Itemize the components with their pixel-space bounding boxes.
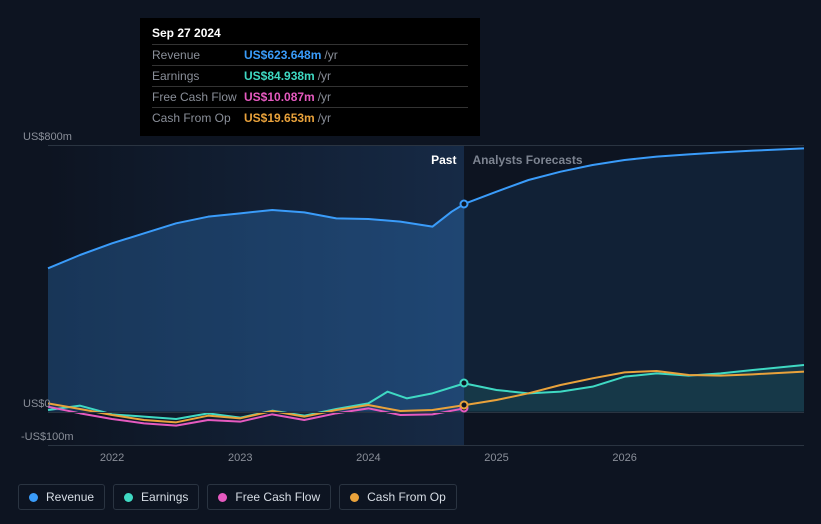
legend-item[interactable]: Cash From Op [339, 484, 457, 510]
legend-dot-icon [124, 493, 133, 502]
x-axis-label: 2023 [228, 452, 252, 464]
series-marker [460, 199, 469, 208]
series-marker [460, 379, 469, 388]
x-axis-label: 2022 [100, 452, 124, 464]
grid-line [48, 412, 804, 413]
tooltip-row: RevenueUS$623.648m/yr [152, 44, 468, 65]
tooltip-row: Free Cash FlowUS$10.087m/yr [152, 86, 468, 107]
x-axis: 2022 2023 2024 2025 2026 [18, 452, 804, 470]
tooltip-row-label: Cash From Op [152, 111, 244, 125]
legend-label: Earnings [141, 490, 188, 504]
tooltip-row-label: Earnings [152, 69, 244, 83]
y-axis-label: US$800m [23, 131, 72, 143]
y-axis-label: US$0 [23, 398, 51, 410]
legend-item[interactable]: Revenue [18, 484, 105, 510]
legend-item[interactable]: Free Cash Flow [207, 484, 331, 510]
tooltip-row-unit: /yr [324, 48, 337, 62]
tooltip-row: Cash From OpUS$19.653m/yr [152, 107, 468, 128]
grid-line [48, 445, 804, 446]
tooltip-row-label: Free Cash Flow [152, 90, 244, 104]
tooltip-row-label: Revenue [152, 48, 244, 62]
grid-line [48, 145, 804, 146]
y-axis-label: -US$100m [21, 431, 74, 443]
x-axis-label: 2025 [484, 452, 508, 464]
legend-label: Free Cash Flow [235, 490, 320, 504]
legend-label: Revenue [46, 490, 94, 504]
tooltip-row-value: US$19.653m [244, 111, 315, 125]
legend-dot-icon [29, 493, 38, 502]
tooltip-row-unit: /yr [318, 111, 331, 125]
tooltip-row-value: US$84.938m [244, 69, 315, 83]
legend-item[interactable]: Earnings [113, 484, 199, 510]
x-axis-label: 2024 [356, 452, 380, 464]
legend-dot-icon [350, 493, 359, 502]
series-marker [460, 401, 469, 410]
chart-svg [18, 145, 804, 445]
x-axis-label: 2026 [612, 452, 636, 464]
tooltip-row-value: US$623.648m [244, 48, 321, 62]
plot-area: Past Analysts Forecasts US$800mUS$0-US$1… [18, 145, 804, 445]
legend: Revenue Earnings Free Cash Flow Cash From O… [18, 484, 457, 510]
tooltip-row-value: US$10.087m [244, 90, 315, 104]
chart-tooltip: Sep 27 2024 RevenueUS$623.648m/yrEarning… [140, 18, 480, 136]
financials-chart: Sep 27 2024 RevenueUS$623.648m/yrEarning… [0, 0, 821, 524]
tooltip-date: Sep 27 2024 [152, 26, 468, 40]
tooltip-row-unit: /yr [318, 69, 331, 83]
tooltip-row-unit: /yr [318, 90, 331, 104]
legend-label: Cash From Op [367, 490, 446, 504]
legend-dot-icon [218, 493, 227, 502]
tooltip-row: EarningsUS$84.938m/yr [152, 65, 468, 86]
